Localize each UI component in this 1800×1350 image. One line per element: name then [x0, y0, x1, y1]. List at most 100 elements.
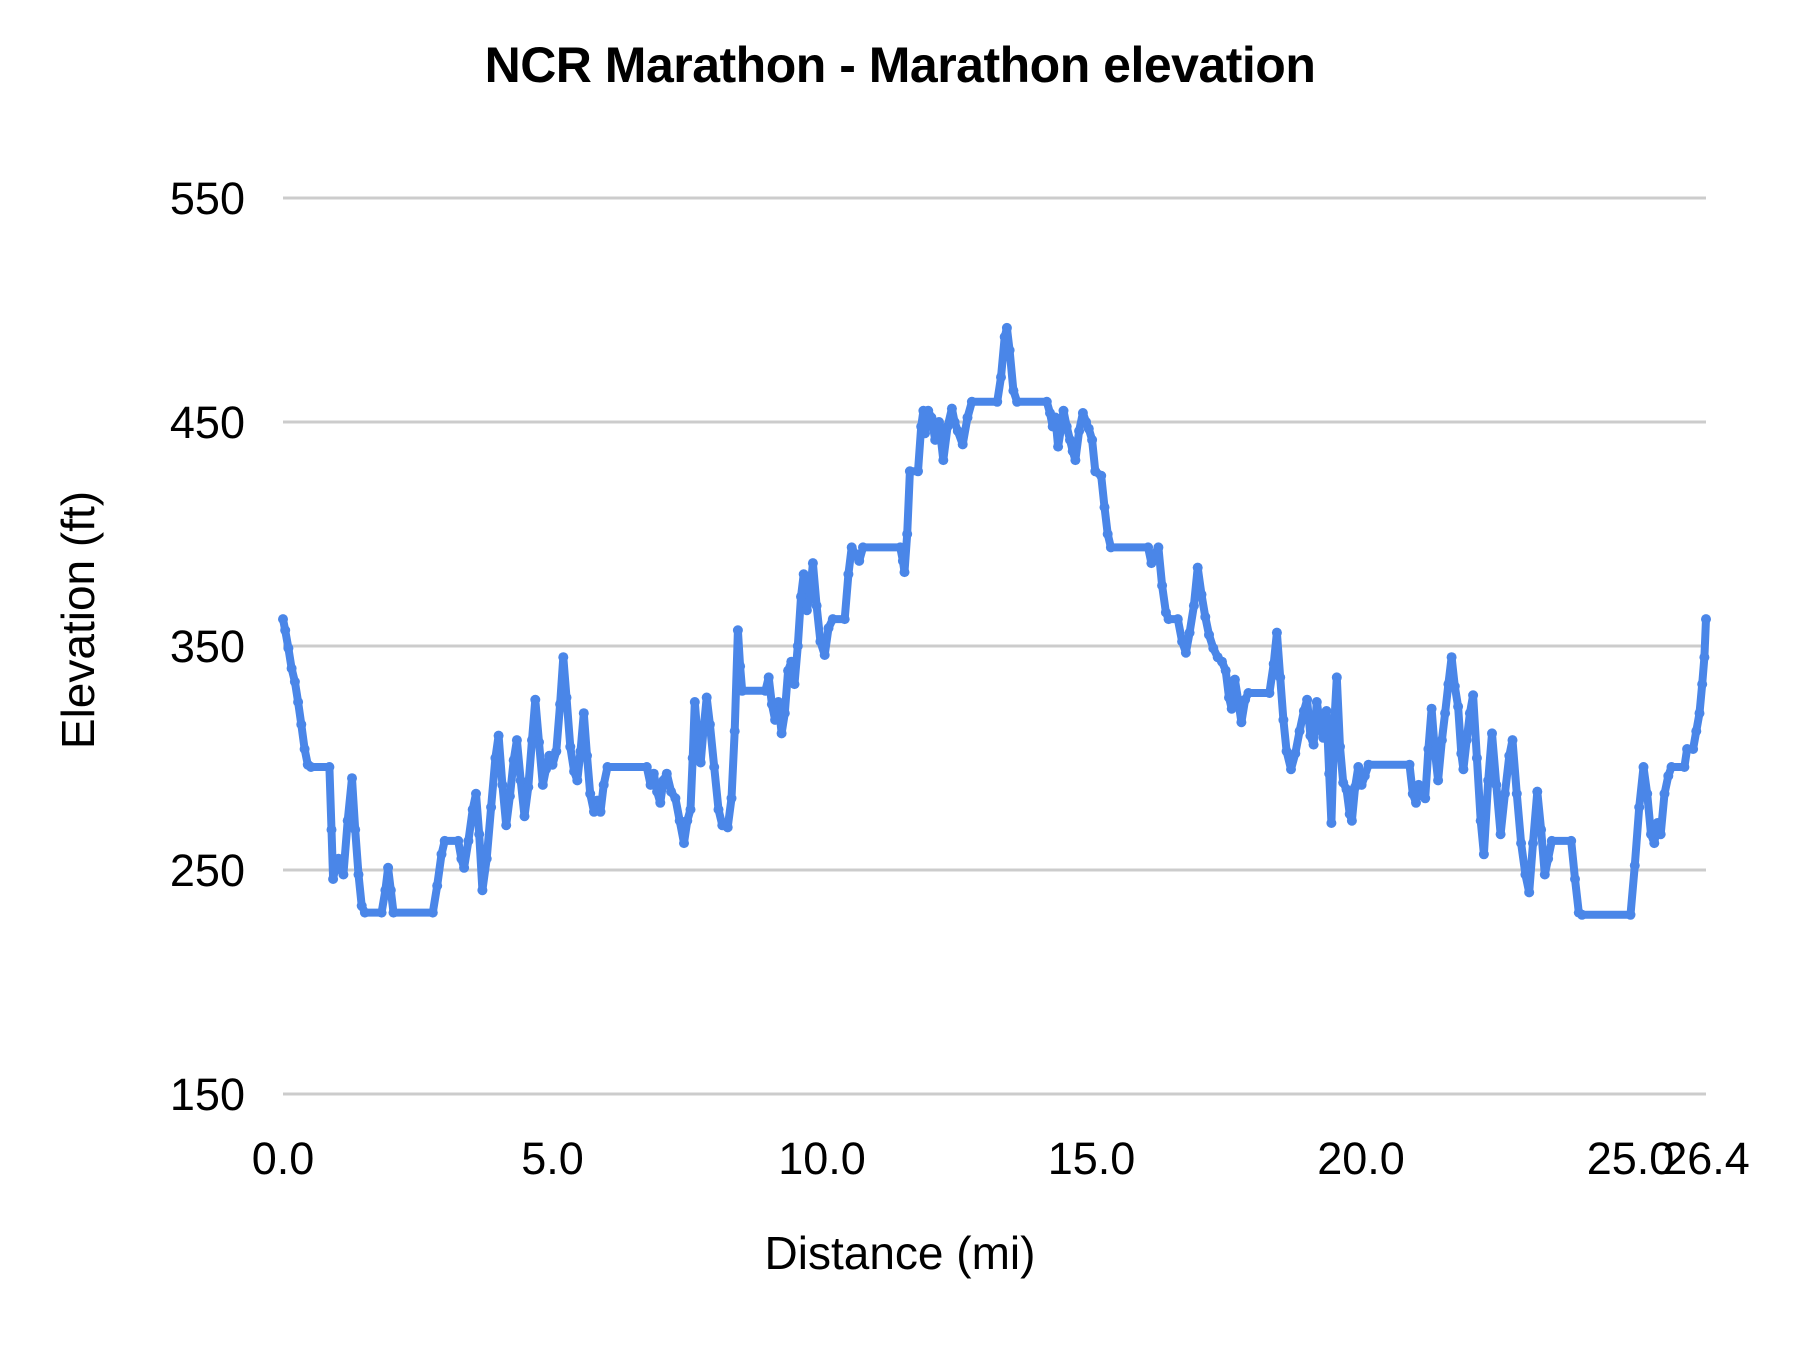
- data-point: [1172, 614, 1183, 625]
- data-point: [1701, 614, 1711, 625]
- x-tick-label: 5.0: [521, 1133, 584, 1184]
- data-point: [1204, 629, 1214, 640]
- data-point: [1102, 529, 1113, 539]
- x-axis-title: Distance (mi): [764, 1227, 1036, 1279]
- data-point: [934, 417, 944, 427]
- data-point: [1483, 775, 1494, 786]
- data-point: [1532, 786, 1543, 797]
- data-point: [827, 614, 838, 625]
- data-point: [578, 708, 589, 719]
- data-point: [385, 885, 396, 896]
- data-point: [1629, 860, 1640, 871]
- data-point: [1359, 770, 1370, 781]
- data-point: [858, 542, 868, 553]
- data-point: [695, 757, 706, 768]
- data-point: [463, 835, 474, 846]
- data-point: [427, 907, 438, 918]
- data-point: [685, 804, 696, 815]
- chart-title: NCR Marathon - Marathon elevation: [484, 37, 1316, 93]
- data-point: [776, 728, 787, 739]
- data-point: [547, 759, 558, 770]
- data-point: [999, 331, 1010, 342]
- data-point: [801, 605, 812, 616]
- data-point: [1663, 770, 1674, 781]
- data-point: [1411, 797, 1421, 808]
- data-point: [1543, 853, 1554, 864]
- data-point: [1642, 788, 1653, 799]
- data-point: [486, 802, 497, 813]
- data-point: [1224, 692, 1234, 703]
- data-point: [565, 741, 576, 752]
- data-point: [1099, 502, 1110, 513]
- data-point: [1404, 759, 1415, 770]
- data-point: [895, 542, 906, 553]
- data-point: [1180, 647, 1191, 658]
- data-point: [735, 661, 746, 672]
- data-point: [899, 567, 910, 578]
- data-point: [1067, 446, 1078, 457]
- data-point: [296, 719, 307, 730]
- data-point: [992, 396, 1003, 407]
- data-point: [474, 829, 485, 840]
- data-point: [359, 907, 370, 918]
- data-point: [1200, 611, 1211, 622]
- data-point: [283, 643, 294, 654]
- data-point: [904, 466, 915, 477]
- data-point: [1426, 703, 1437, 714]
- data-point: [645, 779, 656, 790]
- data-point: [1070, 455, 1081, 466]
- data-point: [1524, 887, 1535, 898]
- data-point: [661, 768, 672, 779]
- data-point: [957, 439, 968, 450]
- data-point: [1074, 426, 1085, 436]
- data-point: [497, 779, 508, 790]
- data-point: [1655, 829, 1666, 840]
- data-point: [1453, 701, 1464, 712]
- data-point: [1264, 688, 1275, 698]
- data-point: [1087, 434, 1098, 445]
- data-point: [952, 426, 963, 436]
- data-point: [1475, 815, 1486, 826]
- data-point: [655, 797, 666, 808]
- data-point: [693, 737, 703, 748]
- data-point: [432, 880, 443, 891]
- data-point: [280, 625, 291, 636]
- data-point: [679, 838, 689, 849]
- data-point: [786, 656, 797, 667]
- data-point: [839, 614, 850, 625]
- data-point: [592, 795, 603, 806]
- data-point: [1504, 750, 1515, 761]
- data-point: [1413, 779, 1424, 790]
- data-point: [819, 650, 830, 660]
- data-point: [1163, 614, 1174, 625]
- data-point: [807, 558, 818, 569]
- data-point: [1083, 423, 1094, 434]
- data-point: [1229, 674, 1240, 685]
- data-point: [278, 614, 288, 625]
- data-point: [1346, 815, 1357, 826]
- data-point: [1536, 824, 1547, 835]
- data-point: [1208, 643, 1219, 654]
- data-point: [1157, 580, 1168, 591]
- data-point: [555, 699, 566, 710]
- data-point: [682, 815, 693, 826]
- data-point: [1096, 470, 1107, 481]
- data-point: [1634, 802, 1645, 813]
- data-point: [996, 372, 1006, 383]
- data-point: [1516, 838, 1527, 849]
- data-point: [1294, 726, 1305, 737]
- data-point: [471, 788, 481, 799]
- data-point: [732, 625, 743, 636]
- data-point: [1305, 730, 1316, 741]
- data-point: [1679, 762, 1690, 772]
- data-point: [1326, 818, 1337, 828]
- data-point: [582, 750, 592, 761]
- data-point: [652, 786, 663, 797]
- data-point: [796, 591, 806, 602]
- data-point: [467, 804, 478, 815]
- data-point: [798, 569, 809, 580]
- data-point: [704, 719, 715, 730]
- data-point: [1153, 542, 1164, 553]
- data-point: [687, 753, 698, 763]
